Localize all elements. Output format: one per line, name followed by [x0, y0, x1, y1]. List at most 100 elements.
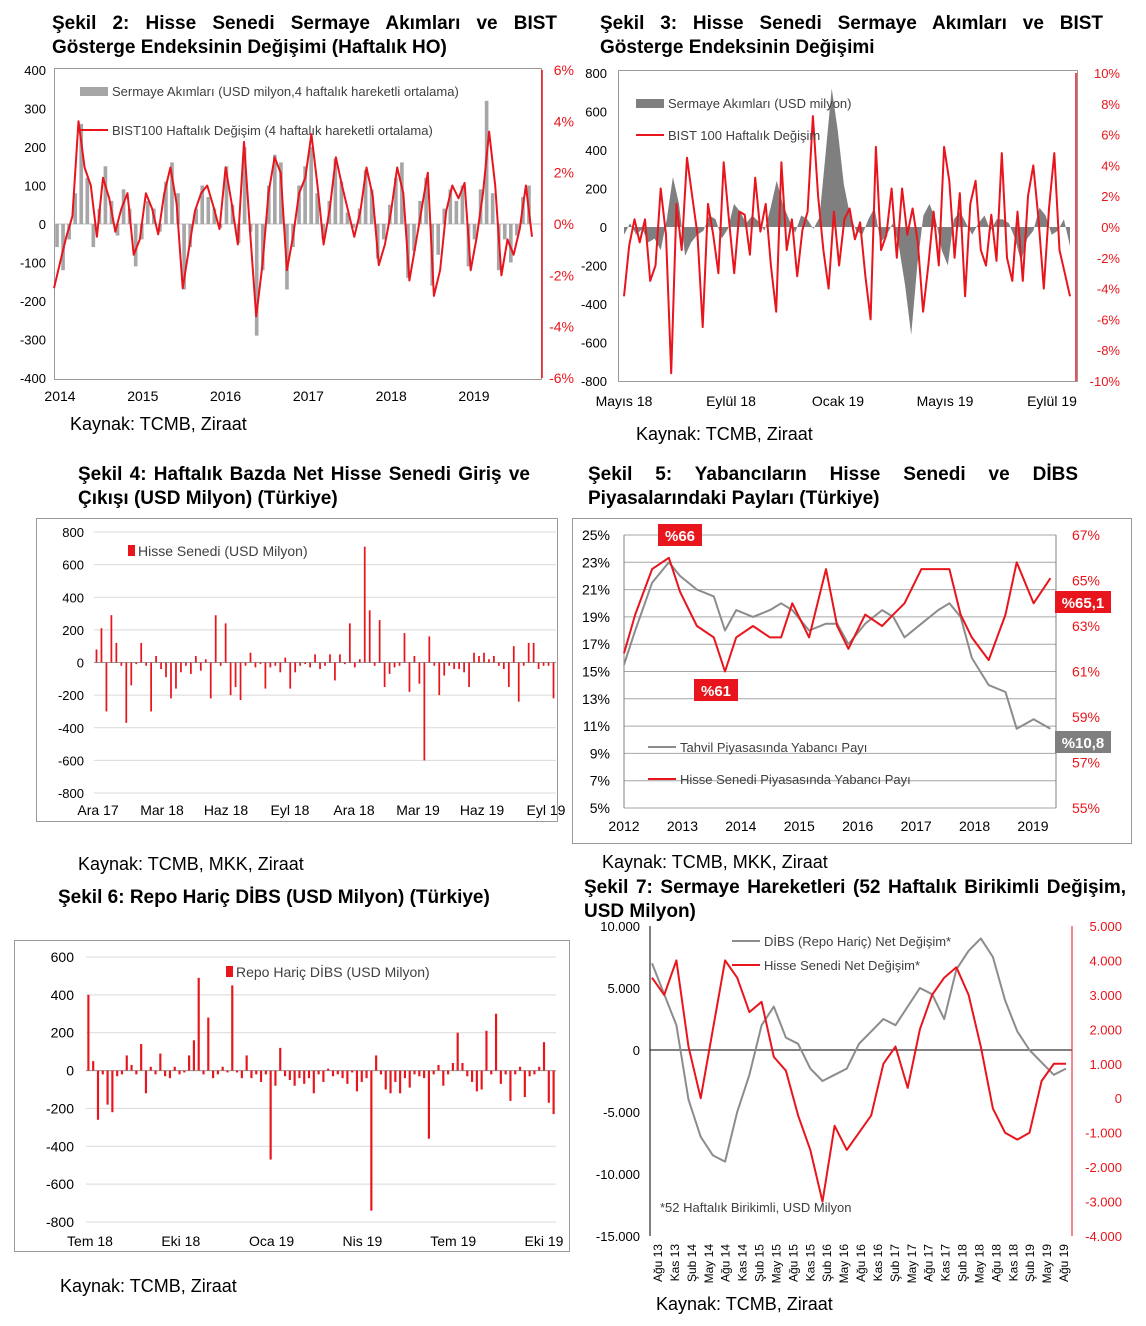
s4-bar [463, 662, 465, 673]
s3-ytick-left: -800 [581, 374, 607, 389]
s6-bar [168, 1070, 172, 1079]
s4-bar [299, 662, 302, 666]
s4-bar [264, 662, 267, 689]
s7-xtick: Şub 19 [1023, 1244, 1037, 1282]
s6-bar [523, 1070, 526, 1098]
s4-bar [507, 662, 510, 687]
s6-bar [475, 1070, 478, 1092]
s3-ytick-right: -4% [1097, 282, 1121, 297]
s6-bar [279, 1047, 282, 1071]
s6-bar [403, 1070, 407, 1079]
s4-bar [214, 615, 217, 663]
s6-bar [384, 1070, 387, 1090]
s4-bar [180, 662, 182, 673]
s6-xtick: Tem 18 [67, 1233, 113, 1249]
s3-ytick-right: 4% [1101, 158, 1120, 173]
s4-bar [110, 615, 113, 663]
s7-xtick: Kas 15 [803, 1244, 817, 1282]
s4-xtick: Ara 18 [333, 802, 374, 818]
s4-bar [493, 655, 495, 663]
s4-xtick: Eyl 18 [271, 802, 310, 818]
plot-area-s5 [572, 518, 1132, 844]
s5-ytick-left: 23% [582, 554, 610, 570]
s6-bar [461, 1063, 464, 1071]
s2-bar [121, 189, 126, 224]
s4-bar [224, 623, 227, 663]
chart-title-s2: Şekil 2: Hisse Senedi Sermaye Akımları v… [52, 13, 557, 58]
s2-ytick-right: -2% [549, 267, 574, 283]
s6-bar [92, 1061, 95, 1071]
s4-bar [537, 662, 540, 670]
s4-bar [105, 662, 108, 712]
s4-bar [378, 620, 381, 663]
s3-ytick-left: 600 [585, 105, 607, 120]
source-s2: Kaynak: TCMB, Ziraat [70, 414, 247, 434]
s2-bar [394, 177, 398, 224]
s6-bar [499, 1070, 502, 1084]
s6-bar [173, 1066, 176, 1071]
s3-xtick: Ocak 19 [812, 393, 864, 409]
s4-bar [403, 633, 406, 663]
s5-ytick-left: 11% [583, 718, 610, 734]
s6-bar [298, 1070, 301, 1079]
s4-bar [279, 662, 282, 673]
s6-bar [509, 1070, 512, 1101]
s4-bar [498, 662, 500, 666]
chart-title-s5: Şekil 5: Yabancıların Hisse Senedi ve Dİ… [588, 464, 1078, 509]
s4-bar [443, 662, 446, 676]
s6-bar [255, 1070, 258, 1075]
s4-bar [368, 610, 371, 663]
s3-ytick-left: 400 [585, 143, 607, 158]
s5-ytick-right: 67% [1072, 527, 1100, 543]
s2-series-line [53, 120, 533, 318]
s2-bar [200, 185, 205, 224]
s7-legend-label: Hisse Senedi Net Değişim* [764, 958, 920, 973]
s6-bar [365, 1070, 368, 1079]
s6-bar [221, 1066, 224, 1071]
s7-ytick-right: 3.000 [1089, 988, 1122, 1003]
s2-ytick-right: 4% [554, 113, 574, 129]
s6-bar [442, 1070, 445, 1086]
s6-bar [447, 1070, 450, 1075]
s4-bar [483, 652, 485, 663]
s2-bar [315, 193, 320, 224]
source-s7: Kaynak: TCMB, Ziraat [656, 1294, 833, 1314]
s5-ytick-left: 7% [590, 773, 610, 789]
s2-bar [472, 224, 477, 240]
s6-bar [370, 1070, 373, 1211]
s7-xtick: Ağu 16 [854, 1244, 868, 1282]
s4-bar [319, 662, 321, 670]
s6-bar [418, 1070, 421, 1077]
s6-bar [101, 1070, 104, 1075]
s2-ytick-left: 100 [24, 179, 46, 194]
s2-bar [333, 158, 338, 224]
s6-bar [303, 1070, 306, 1084]
s6-bar [322, 1070, 325, 1082]
chart-title-s6: Şekil 6: Repo Hariç DİBS (USD Milyon) (T… [58, 887, 490, 908]
s2-bar [145, 200, 150, 224]
s7-ytick-right: 5.000 [1089, 919, 1122, 934]
s6-bar [140, 1044, 143, 1071]
s6-bar [485, 1030, 488, 1071]
s4-bar [358, 659, 361, 663]
s4-bar [453, 662, 456, 670]
s7-xtick: Kas 14 [736, 1244, 750, 1282]
s6-bar [231, 985, 234, 1071]
s7-ytick-right: 0 [1115, 1091, 1122, 1106]
s2-bar [266, 185, 271, 224]
s7-ytick-left: -5.000 [603, 1105, 640, 1120]
s2-bar [515, 224, 519, 236]
s7-series-line [651, 937, 1067, 1163]
s2-bar [79, 123, 84, 224]
s6-bar [178, 1070, 181, 1075]
s2-ytick-left: 400 [24, 63, 46, 78]
s5-legend-label: Tahvil Piyasasında Yabancı Payı [680, 740, 867, 755]
s7-ytick-right: -4.000 [1085, 1229, 1122, 1244]
s2-bar [67, 224, 71, 240]
s4-bar [339, 654, 341, 663]
s7-xtick: Şub 18 [956, 1244, 970, 1282]
s4-bar [269, 662, 272, 668]
s2-bar [454, 200, 459, 224]
s6-bar [470, 1070, 474, 1082]
